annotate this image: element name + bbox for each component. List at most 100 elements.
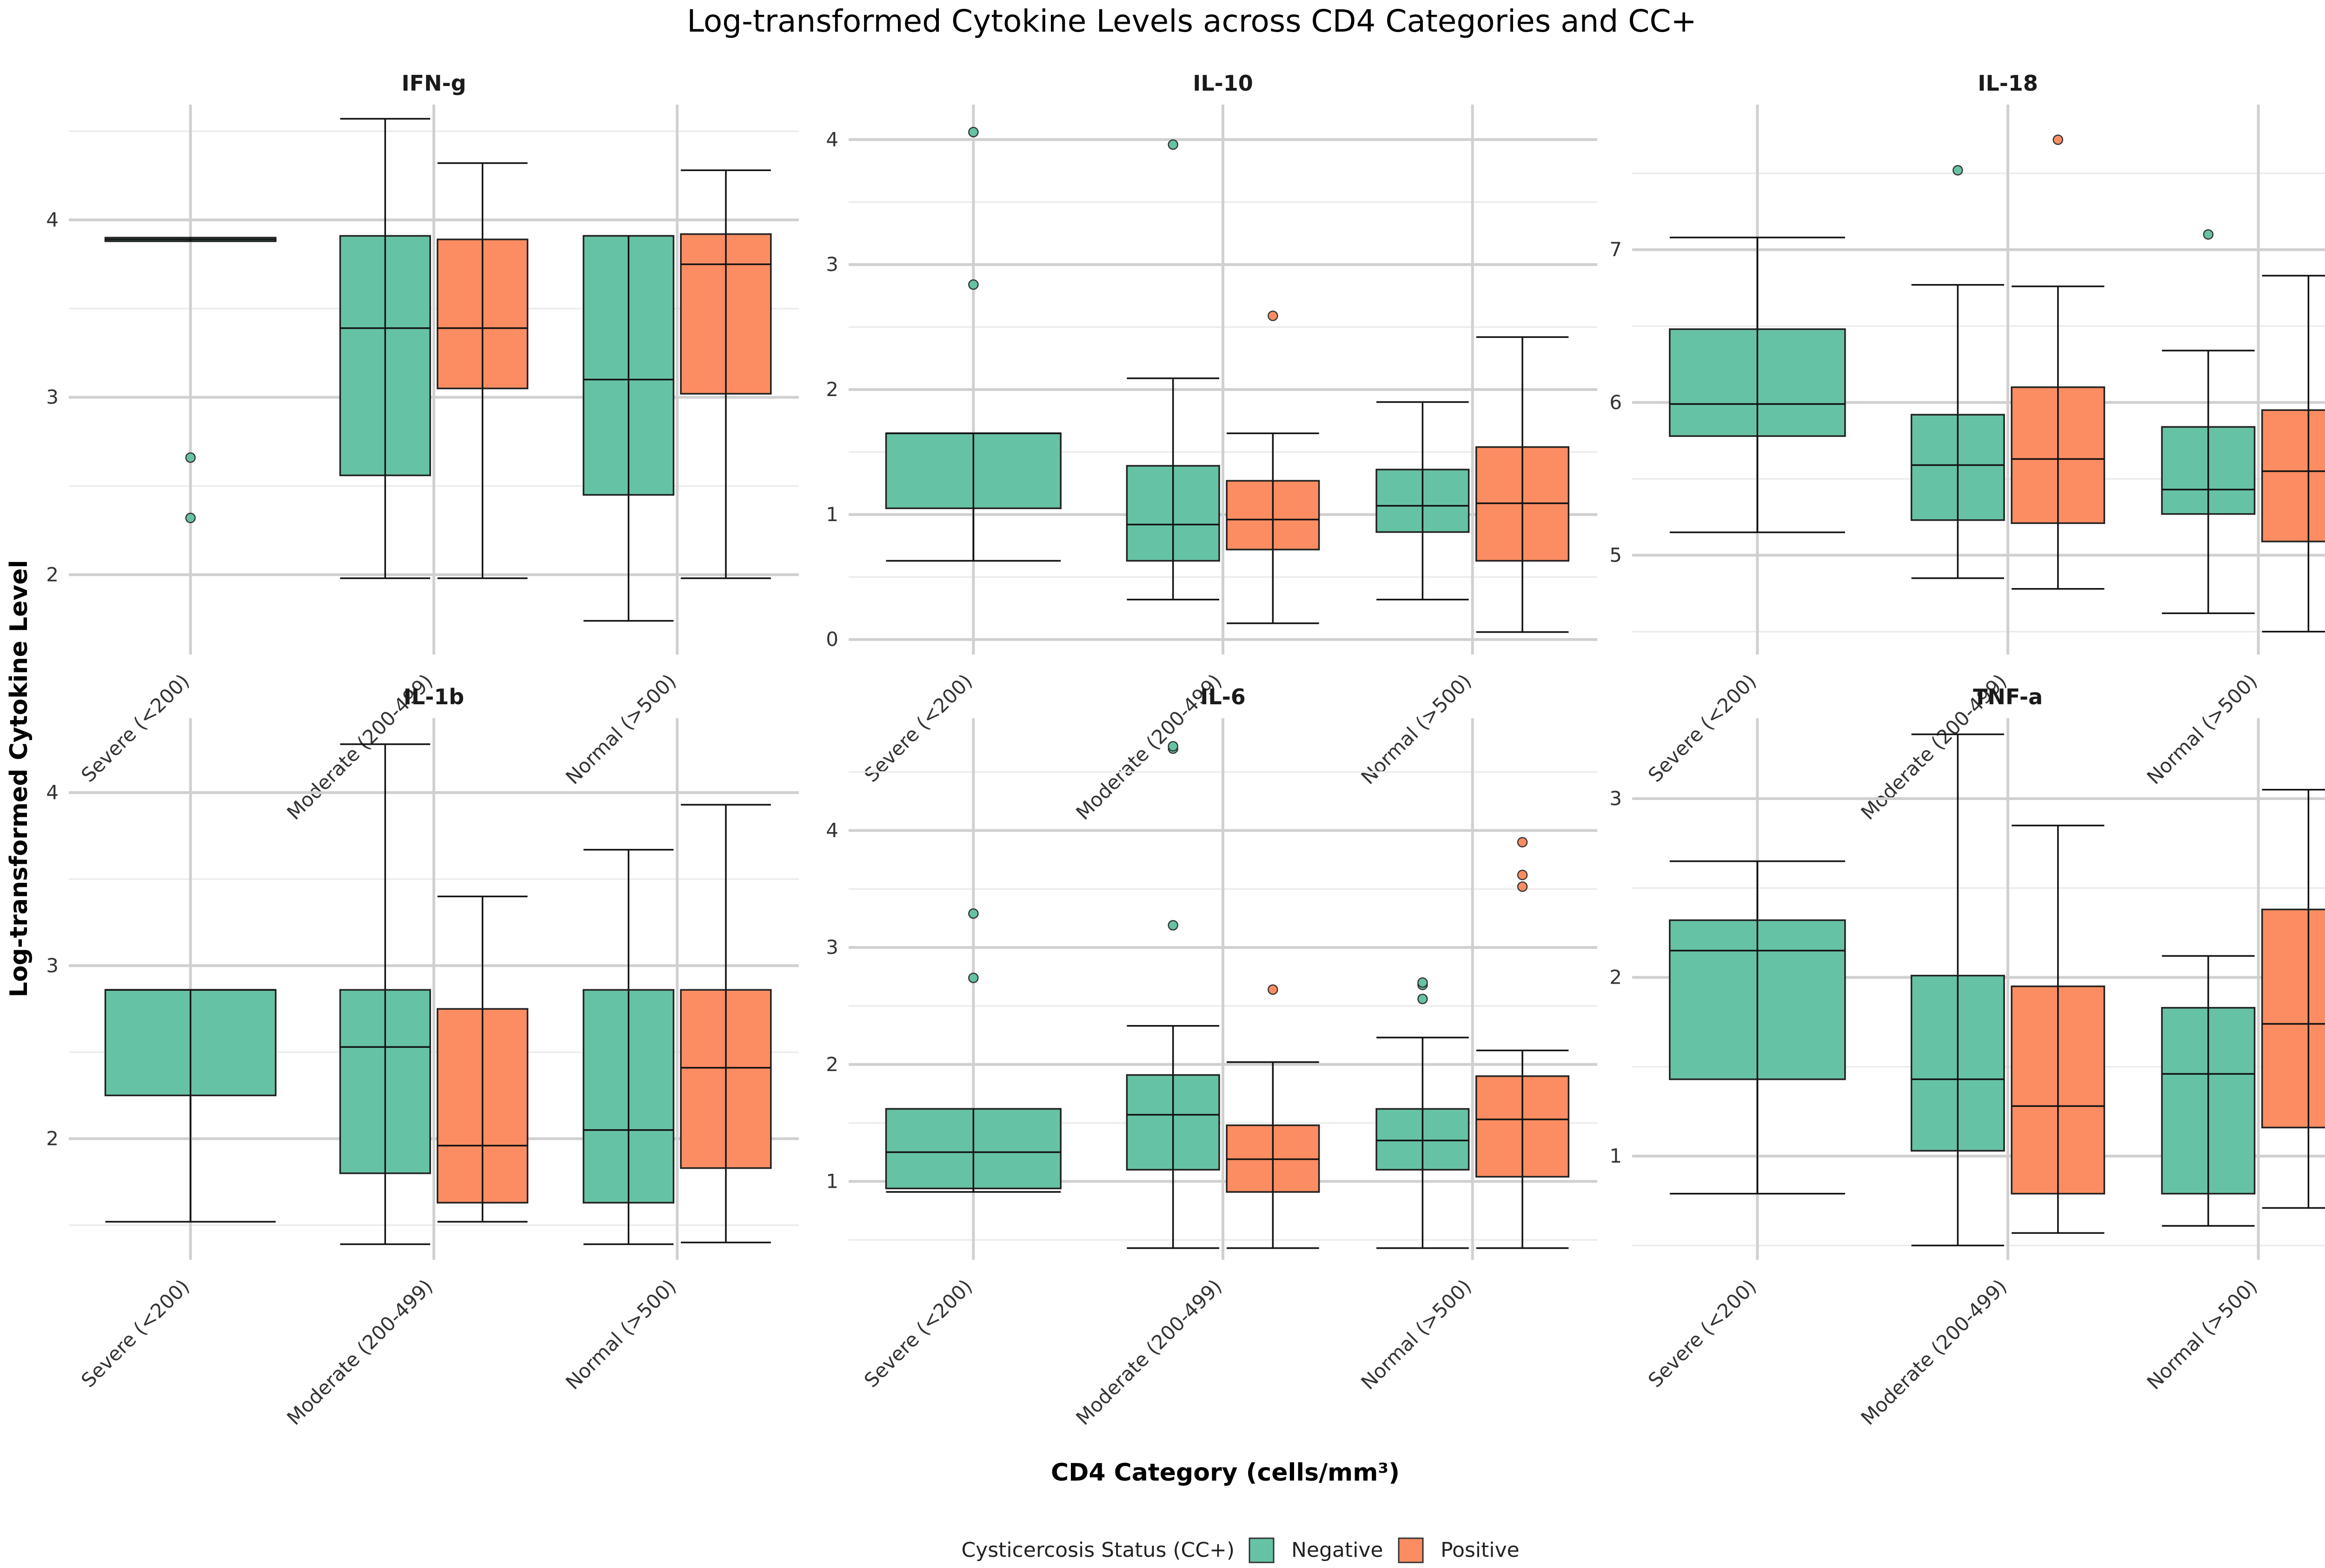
box-normal-500-positive	[1475, 336, 1570, 633]
outlier-point	[185, 452, 196, 463]
x-tick-label: Normal (>500)	[2142, 1275, 2261, 1394]
outlier-point	[2053, 134, 2063, 145]
x-tick-label: Moderate (200-499)	[1071, 1275, 1226, 1429]
y-tick-label: 4	[46, 208, 59, 231]
box-severe-200-negative	[104, 237, 277, 523]
outlier-point	[1268, 984, 1278, 995]
box-severe-200-negative	[1669, 237, 1846, 533]
legend-key-positive	[1398, 1537, 1424, 1563]
y-tick-label: 3	[1609, 787, 1622, 810]
y-tick-label: 2	[826, 1053, 838, 1076]
y-tick-label: 4	[826, 128, 838, 151]
box-moderate-200-499-positive	[2011, 824, 2106, 1234]
x-tick-label: Moderate (200-499)	[1856, 1275, 2011, 1429]
y-tick-label: 3	[826, 936, 838, 959]
x-tick-label: Moderate (200-499)	[282, 1275, 437, 1429]
y-tick-label: 1	[1609, 1145, 1622, 1167]
box-normal-500-positive	[2261, 275, 2325, 633]
x-tick-label: Severe (<200)	[1644, 669, 1761, 787]
box-severe-200-negative	[885, 126, 1062, 562]
panel-title: IL-10	[1193, 71, 1253, 96]
box-moderate-200-499-negative	[1910, 733, 2005, 1246]
x-tick-label: Severe (<200)	[860, 1275, 977, 1392]
y-tick-label: 4	[46, 781, 59, 804]
outlier-point	[1953, 165, 1963, 176]
box-moderate-200-499-negative	[339, 743, 431, 1245]
x-axis-title: CD4 Category (cells/mm³)	[1051, 1459, 1400, 1487]
x-tick-label: Severe (<200)	[860, 669, 977, 787]
box-severe-200-negative	[885, 908, 1062, 1193]
box-moderate-200-499-positive	[2011, 134, 2106, 590]
box-moderate-200-499-negative	[1126, 741, 1220, 1249]
y-tick-label: 0	[826, 628, 838, 651]
box-moderate-200-499-positive	[437, 162, 529, 579]
box-severe-200-negative	[1669, 860, 1846, 1195]
y-tick-label: 3	[826, 253, 838, 276]
box-normal-500-negative	[583, 849, 675, 1245]
y-tick-label: 1	[826, 503, 838, 526]
box-moderate-200-499-negative	[1910, 165, 2005, 579]
panel-title: IFN-g	[401, 71, 466, 96]
outlier-point	[1517, 881, 1528, 892]
legend-title: Cysticercosis Status (CC+)	[961, 1538, 1235, 1562]
panel-il-6: 1 2 3 4 IL-6 Severe (<200) Moderate (200-499) N…	[826, 684, 1597, 1429]
outlier-point	[185, 512, 196, 523]
outlier-point	[1168, 741, 1178, 752]
box-normal-500-negative	[583, 235, 675, 622]
box-normal-500-positive	[680, 169, 772, 579]
outlier-point	[968, 279, 979, 290]
iqr-box	[2261, 908, 2325, 1129]
facet-panels: 2 3 4 IFN-g Severe (<200) Moderate (200-499) N…	[46, 71, 2325, 1429]
outlier-point	[1417, 993, 1428, 1005]
y-tick-label: 6	[1609, 391, 1622, 414]
box-normal-500-negative	[2161, 229, 2256, 615]
panel-title: IL-18	[1978, 71, 2038, 96]
outlier-point	[2203, 229, 2214, 240]
outlier-point	[1268, 311, 1278, 321]
y-axis-title: Log-transformed Cytokine Level	[5, 560, 33, 998]
legend-label-negative: Negative	[1291, 1538, 1383, 1562]
outlier-point	[1517, 869, 1528, 880]
box-severe-200-negative	[104, 989, 277, 1223]
iqr-box	[2261, 409, 2325, 543]
box-moderate-200-499-positive	[1226, 311, 1320, 624]
x-tick-label: Severe (<200)	[77, 1275, 194, 1392]
x-tick-label: Severe (<200)	[77, 669, 194, 787]
outlier-point	[1168, 139, 1178, 150]
box-moderate-200-499-positive	[437, 895, 529, 1223]
y-tick-label: 7	[1609, 238, 1622, 261]
outlier-point	[968, 908, 979, 919]
outlier-point	[968, 126, 979, 138]
x-tick-label: Normal (>500)	[1356, 669, 1475, 788]
box-normal-500-negative	[1375, 977, 1470, 1249]
x-tick-label: Normal (>500)	[561, 669, 680, 788]
box-normal-500-negative	[2161, 955, 2256, 1227]
y-tick-label: 1	[826, 1170, 838, 1192]
panel-title: IL-6	[1200, 684, 1246, 709]
box-normal-500-negative	[1375, 401, 1470, 601]
panel-tnf-a: 1 2 3 TNF-a Severe (<200) Moderate (200-499) N…	[1609, 684, 2325, 1429]
box-moderate-200-499-negative	[339, 118, 431, 579]
panel-il-1b: 2 3 4 IL-1b Severe (<200) Moderate (200-499) N…	[46, 684, 799, 1429]
box-normal-500-positive	[1475, 837, 1570, 1249]
box-normal-500-positive	[2261, 789, 2325, 1209]
y-tick-label: 2	[1609, 966, 1622, 989]
outlier-point	[1517, 837, 1528, 847]
y-tick-label: 4	[826, 819, 838, 842]
x-tick-label: Normal (>500)	[2142, 669, 2261, 788]
box-moderate-200-499-positive	[1226, 984, 1320, 1249]
y-tick-label: 3	[46, 954, 59, 977]
outlier-point	[968, 973, 979, 983]
chart-title: Log-transformed Cytokine Levels across C…	[687, 3, 1696, 39]
panel-title: TNF-a	[1973, 684, 2043, 709]
y-tick-label: 3	[46, 386, 59, 409]
outlier-point	[1417, 977, 1428, 988]
legend-key-negative	[1249, 1537, 1275, 1563]
y-tick-label: 5	[1609, 543, 1622, 566]
box-moderate-200-499-negative	[1126, 139, 1220, 601]
legend-label-positive: Positive	[1441, 1538, 1520, 1562]
x-tick-label: Normal (>500)	[561, 1275, 680, 1394]
